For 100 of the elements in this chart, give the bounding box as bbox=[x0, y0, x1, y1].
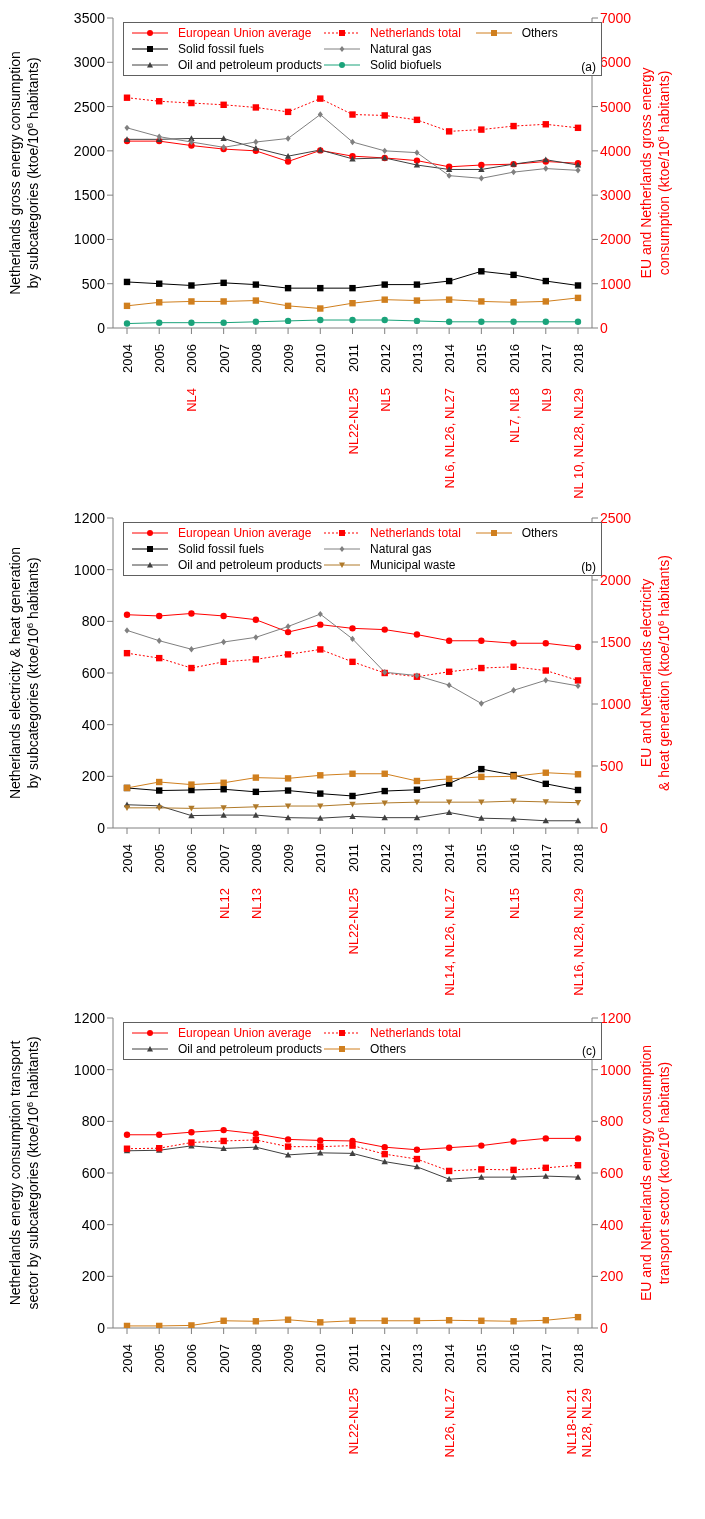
y-tick-label: 1200 bbox=[73, 509, 106, 526]
legend-label: Oil and petroleum products bbox=[178, 58, 323, 72]
x-tick-label: 2018 NL16, NL28, NL29 bbox=[571, 844, 586, 996]
y2-tick-label: 2000 bbox=[600, 571, 632, 588]
legend-label: Solid biofuels bbox=[370, 58, 442, 72]
y2-tick-label: 1500 bbox=[600, 633, 632, 650]
category-label: 2011 NL22-NL25 bbox=[345, 344, 361, 455]
x-tick-label: 2013 bbox=[409, 844, 425, 873]
x-tick-label: 2012 bbox=[377, 1344, 393, 1373]
y-tick-label: 1000 bbox=[73, 1061, 106, 1078]
x-tick-label: 2007 bbox=[216, 1344, 232, 1373]
y-tick-label: 0 bbox=[97, 1319, 106, 1336]
y-tick-label: 1500 bbox=[73, 187, 106, 204]
y-tick-label: 0 bbox=[97, 319, 106, 336]
y2-tick-label: 1200 bbox=[600, 1009, 632, 1026]
x-tick-label: 2018 NL18-NL21 NL28, NL29 bbox=[563, 1344, 594, 1458]
x-tick-label: 2009 bbox=[281, 1344, 297, 1373]
category-label: 2011 NL22-NL25 bbox=[345, 844, 361, 955]
x-tick-label: 2006 bbox=[184, 1344, 200, 1373]
y2-tick-label: 500 bbox=[600, 757, 624, 774]
annotation: (c) bbox=[582, 1044, 596, 1058]
legend-label: Solid fossil fuels bbox=[178, 542, 265, 556]
x-tick-label: 2018 NL 10, NL28, NL29 bbox=[571, 344, 586, 499]
y-tick-label: 800 bbox=[81, 613, 106, 630]
y-tick-label: 600 bbox=[81, 1164, 106, 1181]
legend-label: Netherlands total bbox=[370, 526, 461, 540]
legend-label: Natural gas bbox=[370, 542, 432, 556]
x-tick-label: 2009 bbox=[281, 344, 297, 373]
x-tick-label: 2004 bbox=[120, 1344, 135, 1373]
annotation: (a) bbox=[581, 60, 596, 74]
x-tick-label: 2017 bbox=[538, 844, 554, 873]
x-tick-label: 2016 NL15 bbox=[506, 844, 522, 920]
y2-tick-label: 1000 bbox=[600, 695, 632, 712]
x-tick-label: 2006 bbox=[184, 844, 200, 873]
x-tick-label: 2008 bbox=[248, 344, 264, 373]
x-tick-label: 2013 bbox=[409, 1344, 425, 1373]
x-tick-label: 2014 NL26, NL27 bbox=[442, 1344, 458, 1458]
category-label: 2011 NL22-NL25 bbox=[345, 1344, 361, 1455]
y2-tick-label: 800 bbox=[600, 1113, 624, 1130]
y2-tick-label: 1000 bbox=[600, 1061, 632, 1078]
x-tick-label: 2005 bbox=[152, 344, 168, 373]
y2-tick-label: 3000 bbox=[600, 187, 632, 204]
y-tick-label: 1200 bbox=[73, 1009, 106, 1026]
y2-tick-label: 200 bbox=[600, 1268, 624, 1285]
x-tick-label: 2005 bbox=[152, 844, 168, 873]
x-tick-label: 2016 NL7, NL8 bbox=[506, 344, 522, 443]
y-tick-label: 500 bbox=[81, 275, 106, 292]
x-tick-label: 2015 bbox=[474, 1344, 490, 1373]
y-tick-label: 2500 bbox=[73, 98, 106, 115]
y2-tick-label: 2500 bbox=[600, 509, 632, 526]
legend-label: Others bbox=[370, 1042, 407, 1056]
y-tick-label: 800 bbox=[81, 1113, 106, 1130]
y-tick-label: 3000 bbox=[73, 54, 106, 71]
y2-tick-label: 1000 bbox=[600, 275, 632, 292]
x-tick-label: 2008 NL13 bbox=[248, 844, 264, 920]
y-tick-label: 1000 bbox=[73, 231, 106, 248]
x-tick-label: 2015 bbox=[474, 844, 490, 873]
y2-tick-label: 0 bbox=[600, 819, 608, 836]
x-tick-label: 2005 bbox=[152, 1344, 168, 1373]
x-tick-label: 2010 bbox=[313, 1344, 329, 1373]
x-tick-label: 2010 bbox=[313, 344, 329, 373]
x-tick-label: 2014 NL6, NL26, NL27 bbox=[442, 344, 458, 489]
legend-label: Others bbox=[521, 26, 558, 40]
y-tick-label: 2000 bbox=[73, 142, 106, 159]
y2-tick-label: 4000 bbox=[600, 142, 632, 159]
legend-label: European Union average bbox=[178, 526, 312, 540]
y2-tick-label: 7000 bbox=[600, 9, 632, 26]
annotation: (b) bbox=[581, 560, 596, 574]
x-tick-label: 2007 NL12 bbox=[216, 844, 232, 920]
x-tick-label: 2012 bbox=[377, 844, 393, 873]
x-tick-label: 2017 NL9 bbox=[538, 344, 554, 412]
legend-label: Others bbox=[521, 526, 558, 540]
x-tick-label: 2008 bbox=[248, 1344, 264, 1373]
y-tick-label: 0 bbox=[97, 819, 106, 836]
y-tick-label: 200 bbox=[81, 768, 106, 785]
legend-label: Oil and petroleum products bbox=[178, 558, 323, 572]
x-tick-label: 2007 bbox=[216, 344, 232, 373]
y-tick-label: 400 bbox=[81, 1216, 106, 1233]
x-tick-label: 2004 bbox=[120, 344, 135, 373]
legend-label: Natural gas bbox=[370, 42, 432, 56]
legend-label: European Union average bbox=[178, 26, 312, 40]
legend-label: Oil and petroleum products bbox=[178, 1042, 323, 1056]
y2-tick-label: 400 bbox=[600, 1216, 624, 1233]
y2-tick-label: 0 bbox=[600, 319, 608, 336]
y-tick-label: 400 bbox=[81, 716, 106, 733]
legend-label: European Union average bbox=[178, 1026, 312, 1040]
x-tick-label: 2006 NL4 bbox=[184, 344, 200, 412]
y-tick-label: 1000 bbox=[73, 561, 106, 578]
legend-label: Solid fossil fuels bbox=[178, 42, 265, 56]
y2-tick-label: 600 bbox=[600, 1164, 624, 1181]
y-tick-label: 600 bbox=[81, 664, 106, 681]
y2-tick-label: 5000 bbox=[600, 98, 632, 115]
y2-tick-label: 2000 bbox=[600, 231, 632, 248]
legend-label: Municipal waste bbox=[370, 558, 456, 572]
legend-label: Netherlands total bbox=[370, 26, 461, 40]
legend-label: Netherlands total bbox=[370, 1026, 461, 1040]
x-tick-label: 2016 bbox=[506, 1344, 522, 1373]
y-tick-label: 200 bbox=[81, 1268, 106, 1285]
x-tick-label: 2015 bbox=[474, 344, 490, 373]
x-tick-label: 2009 bbox=[281, 844, 297, 873]
